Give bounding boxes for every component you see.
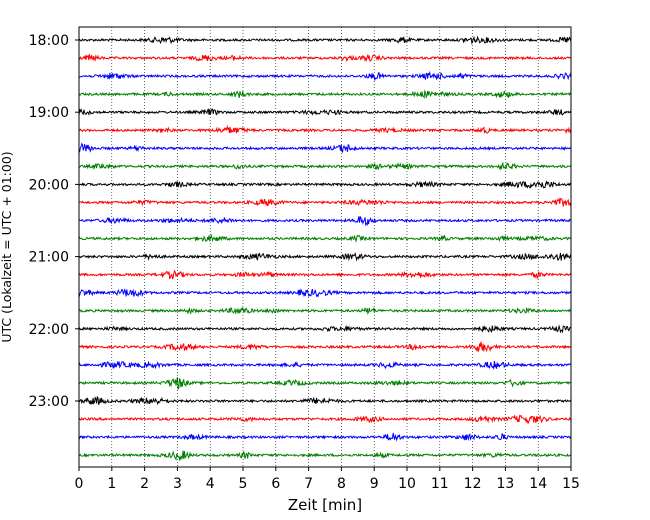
seismogram-trace bbox=[78, 124, 572, 134]
x-gridlines bbox=[111, 27, 539, 467]
x-tick-label: 4 bbox=[206, 476, 215, 492]
seismogram-trace bbox=[78, 377, 572, 391]
y-tick-label: 21:00 bbox=[29, 250, 69, 266]
x-tick-label: 5 bbox=[239, 476, 248, 492]
seismogram-trace bbox=[78, 395, 572, 406]
seismogram-trace bbox=[78, 35, 572, 45]
seismogram-trace bbox=[78, 53, 572, 63]
seismogram-trace bbox=[78, 306, 572, 315]
y-tick-label: 20:00 bbox=[29, 177, 69, 193]
seismogram-trace bbox=[78, 432, 572, 442]
x-axis: 0 1 2 3 4 5 6 7 8 9 10 11 12 13 14 15 bbox=[75, 467, 580, 492]
seismogram-trace bbox=[78, 324, 572, 334]
y-axis: 18:00 19:00 20:00 21:00 22:00 23:00 bbox=[29, 33, 79, 410]
y-tick-label: 22:00 bbox=[29, 322, 69, 338]
seismogram-trace bbox=[78, 197, 572, 207]
y-tick-label: 23:00 bbox=[29, 394, 69, 410]
seismogram-trace bbox=[78, 70, 572, 82]
seismogram-trace bbox=[78, 269, 572, 280]
x-tick-label: 3 bbox=[173, 476, 182, 492]
x-tick-label: 2 bbox=[140, 476, 149, 492]
seismogram-trace bbox=[78, 215, 572, 227]
seismogram-trace bbox=[78, 107, 572, 116]
seismogram-trace bbox=[78, 414, 572, 425]
seismogram-trace bbox=[78, 161, 572, 171]
plot-frame bbox=[78, 26, 572, 468]
x-tick-label: 10 bbox=[398, 476, 416, 492]
x-tick-label: 14 bbox=[529, 476, 547, 492]
seismogram-trace bbox=[78, 180, 572, 189]
x-tick-label: 9 bbox=[370, 476, 379, 492]
trace-group bbox=[78, 35, 572, 462]
x-tick-label: 15 bbox=[562, 476, 580, 492]
x-tick-label: 7 bbox=[304, 476, 313, 492]
y-tick-label: 18:00 bbox=[29, 33, 69, 49]
seismogram-trace bbox=[78, 233, 572, 243]
seismogram-trace bbox=[78, 89, 572, 100]
x-tick-label: 12 bbox=[464, 476, 482, 492]
x-tick-label: 1 bbox=[107, 476, 116, 492]
x-tick-label: 13 bbox=[496, 476, 514, 492]
x-tick-label: 6 bbox=[271, 476, 280, 492]
x-axis-label: Zeit [min] bbox=[288, 496, 362, 514]
seismogram-trace bbox=[78, 142, 572, 153]
y-tick-label: 19:00 bbox=[29, 105, 69, 121]
seismogram-trace bbox=[78, 341, 572, 353]
seismogram-trace bbox=[78, 252, 572, 262]
seismogram-trace bbox=[78, 288, 572, 298]
x-tick-label: 8 bbox=[337, 476, 346, 492]
seismogram-trace bbox=[78, 450, 572, 462]
seismogram-trace bbox=[78, 360, 572, 371]
x-tick-label: 11 bbox=[431, 476, 449, 492]
y-axis-label: UTC (Lokalzeit = UTC + 01:00) bbox=[0, 151, 14, 342]
x-tick-label: 0 bbox=[75, 476, 84, 492]
